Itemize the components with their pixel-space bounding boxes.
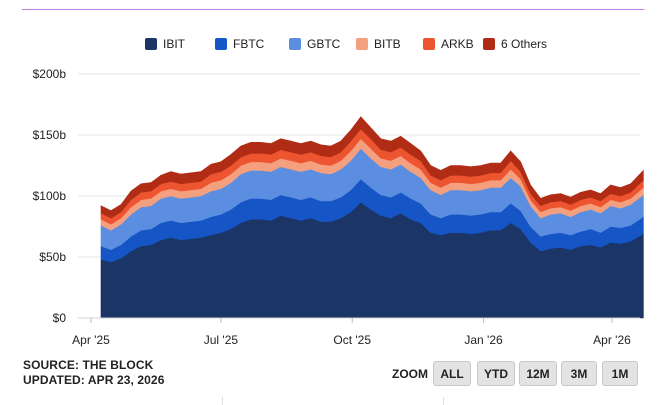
legend-label: BITB <box>374 37 401 51</box>
zoom-1m-button[interactable]: 1M <box>602 361 638 386</box>
legend-item-arkb: ARKB <box>423 37 474 51</box>
legend-swatch <box>215 38 227 50</box>
legend-swatch <box>356 38 368 50</box>
x-tick-label: Apr '25 <box>72 333 110 347</box>
zoom-12m-button[interactable]: 12M <box>519 361 557 386</box>
legend: IBIT FBTC GBTC BITB ARKB 6 Others <box>145 37 547 51</box>
legend-item-6-others: 6 Others <box>483 37 547 51</box>
legend-label: 6 Others <box>501 37 547 51</box>
x-tick-label: Jan '26 <box>464 333 503 347</box>
y-tick-label: $50b <box>39 250 66 264</box>
legend-item-gbtc: GBTC <box>289 37 341 51</box>
y-tick-label: $0 <box>53 311 67 325</box>
x-tick-label: Apr '26 <box>593 333 631 347</box>
zoom-ytd-button[interactable]: YTD <box>477 361 515 386</box>
legend-swatch <box>483 38 495 50</box>
bottom-divider-mark <box>222 397 223 405</box>
stacked-area-chart: IBIT FBTC GBTC BITB ARKB 6 Others $0 $50b $100b… <box>33 37 644 347</box>
area-series <box>100 116 644 319</box>
legend-label: FBTC <box>233 37 265 51</box>
legend-label: GBTC <box>307 37 341 51</box>
y-tick-label: $100b <box>33 189 67 203</box>
zoom-3m-button[interactable]: 3M <box>561 361 597 386</box>
x-axis: Apr '25 Jul '25 Oct '25 Jan '26 Apr '26 <box>72 317 640 347</box>
legend-label: ARKB <box>441 37 474 51</box>
x-tick-label: Jul '25 <box>204 333 239 347</box>
source-label: SOURCE: THE BLOCK <box>23 358 154 372</box>
updated-label: UPDATED: APR 23, 2026 <box>23 373 165 387</box>
legend-item-bitb: BITB <box>356 37 401 51</box>
legend-item-fbtc: FBTC <box>215 37 265 51</box>
legend-swatch <box>423 38 435 50</box>
legend-item-ibit: IBIT <box>145 37 186 51</box>
legend-label: IBIT <box>163 37 186 51</box>
y-tick-label: $200b <box>33 67 67 81</box>
bottom-divider-mark <box>443 397 444 405</box>
y-tick-label: $150b <box>33 128 67 142</box>
legend-swatch <box>145 38 157 50</box>
zoom-label: ZOOM <box>392 367 428 381</box>
zoom-all-button[interactable]: ALL <box>433 361 471 386</box>
legend-swatch <box>289 38 301 50</box>
y-axis: $0 $50b $100b $150b $200b <box>33 67 67 325</box>
x-tick-label: Oct '25 <box>333 333 371 347</box>
top-divider <box>22 9 644 10</box>
area-6-others <box>100 116 644 219</box>
